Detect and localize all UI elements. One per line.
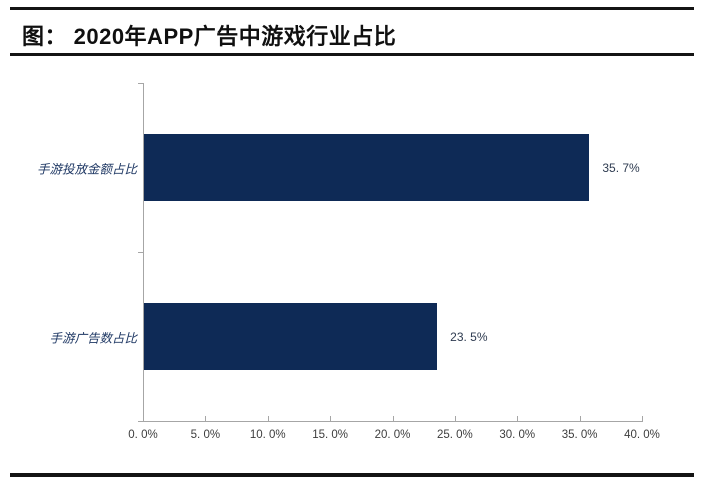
bar-spend-share xyxy=(144,134,590,201)
x-axis-tick-label: 25. 0% xyxy=(436,429,473,441)
x-axis-tick-label: 40. 0% xyxy=(624,429,660,441)
x-axis-tick-label: 5. 0% xyxy=(190,429,221,441)
x-axis-tick-label: 10. 0% xyxy=(249,429,286,441)
x-axis-tick xyxy=(392,416,394,421)
bar-ad-count-share xyxy=(144,303,438,370)
bar-value-label: 35. 7% xyxy=(602,160,640,175)
category-label: 手游投放金额占比 xyxy=(36,161,137,176)
bottom-rule xyxy=(10,473,694,477)
x-axis-tick-label: 20. 0% xyxy=(374,429,411,441)
figure-title: 图： 2020年APP广告中游戏行业占比 xyxy=(22,24,397,49)
y-axis-tick xyxy=(138,421,143,422)
y-axis-line xyxy=(143,83,144,421)
title-underline-rule xyxy=(10,53,694,56)
y-axis-tick xyxy=(138,83,143,84)
x-axis-tick xyxy=(579,416,581,421)
x-axis-line xyxy=(143,421,643,422)
x-axis-tick xyxy=(454,416,456,421)
x-axis-tick-label: 15. 0% xyxy=(312,429,349,441)
top-rule xyxy=(10,7,694,10)
x-axis-tick xyxy=(205,416,207,421)
x-axis-tick xyxy=(267,416,269,421)
x-axis-tick xyxy=(642,416,643,421)
y-axis-tick xyxy=(138,252,143,253)
x-axis-tick xyxy=(330,416,332,421)
x-axis-tick xyxy=(517,416,519,421)
bar-value-label: 23. 5% xyxy=(450,329,488,344)
x-axis-tick xyxy=(143,416,144,421)
x-axis-tick-label: 35. 0% xyxy=(561,429,598,441)
x-axis-tick-label: 0. 0% xyxy=(128,429,158,441)
category-label: 手游广告数占比 xyxy=(49,330,137,345)
x-axis-tick-label: 30. 0% xyxy=(499,429,536,441)
bar-chart-plot-area: 0. 0% 5. 0% 10. 0% 15. 0% 20. 0% 25. 0% 30. 0%… xyxy=(37,83,660,441)
